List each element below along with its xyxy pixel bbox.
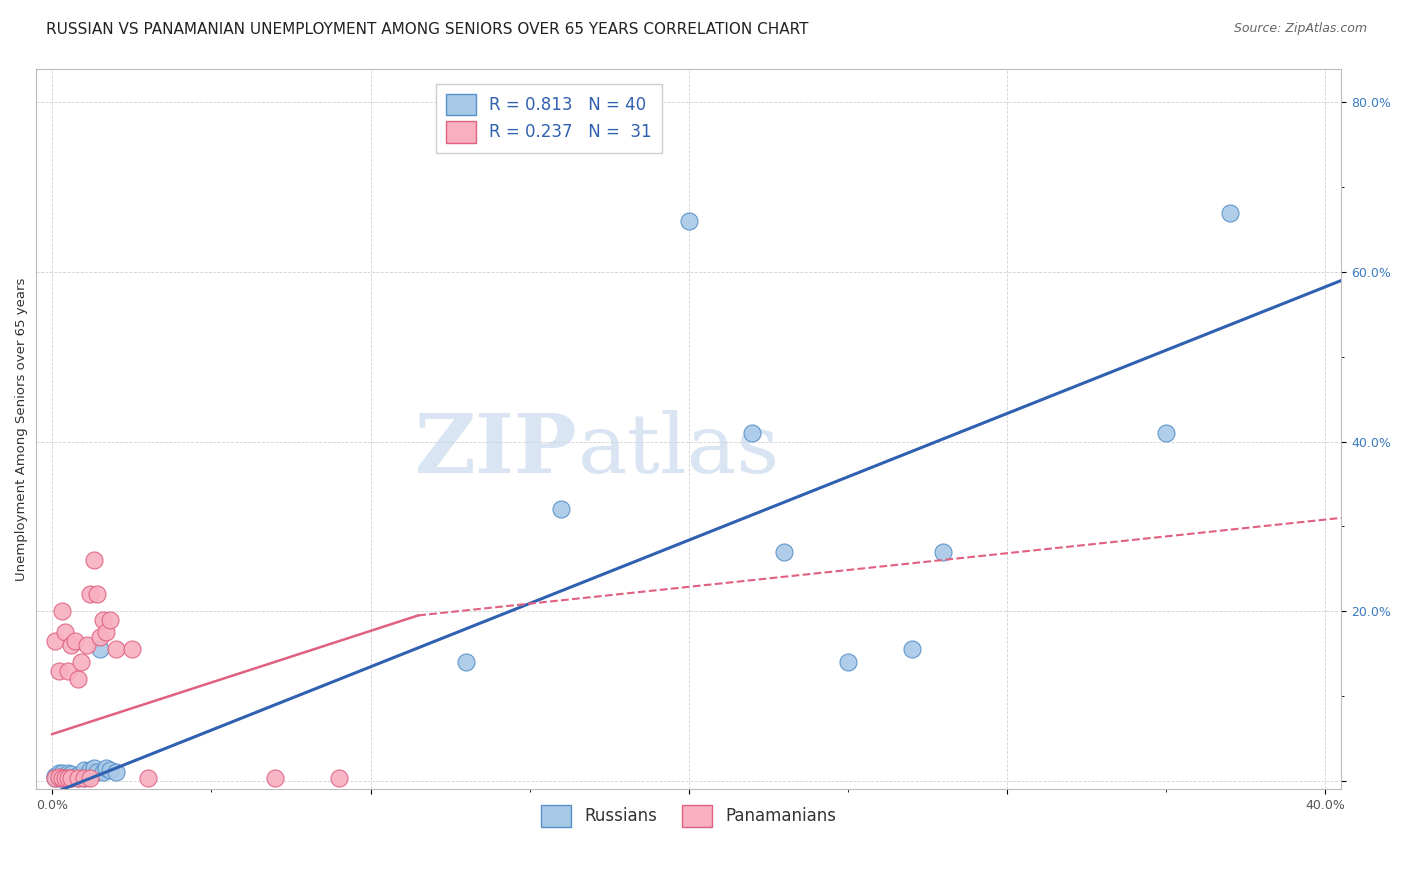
Point bbox=[53, 771, 76, 785]
Text: RUSSIAN VS PANAMANIAN UNEMPLOYMENT AMONG SENIORS OVER 65 YEARS CORRELATION CHART: RUSSIAN VS PANAMANIAN UNEMPLOYMENT AMONG… bbox=[46, 22, 808, 37]
Point bbox=[53, 771, 76, 785]
Point bbox=[98, 613, 121, 627]
Point bbox=[678, 214, 700, 228]
Point bbox=[66, 771, 89, 785]
Point bbox=[73, 771, 96, 785]
Point bbox=[63, 770, 86, 784]
Point bbox=[86, 587, 108, 601]
Point bbox=[76, 770, 98, 784]
Text: Source: ZipAtlas.com: Source: ZipAtlas.com bbox=[1233, 22, 1367, 36]
Point bbox=[328, 771, 350, 785]
Point bbox=[63, 633, 86, 648]
Point bbox=[48, 770, 70, 784]
Point bbox=[932, 545, 955, 559]
Point bbox=[89, 630, 111, 644]
Point bbox=[70, 770, 93, 784]
Point bbox=[1219, 205, 1241, 219]
Point bbox=[60, 771, 83, 785]
Point bbox=[76, 638, 98, 652]
Point bbox=[773, 545, 796, 559]
Legend: Russians, Panamanians: Russians, Panamanians bbox=[533, 797, 845, 835]
Point bbox=[56, 766, 79, 780]
Point bbox=[51, 604, 73, 618]
Point bbox=[83, 761, 105, 775]
Point bbox=[60, 771, 83, 785]
Point bbox=[51, 771, 73, 785]
Point bbox=[66, 771, 89, 785]
Point bbox=[56, 664, 79, 678]
Point bbox=[53, 769, 76, 783]
Point bbox=[136, 771, 159, 785]
Point bbox=[98, 763, 121, 777]
Point bbox=[96, 625, 118, 640]
Point bbox=[70, 655, 93, 669]
Point bbox=[48, 664, 70, 678]
Point bbox=[104, 765, 127, 780]
Point bbox=[66, 768, 89, 782]
Point bbox=[86, 765, 108, 780]
Point bbox=[79, 587, 101, 601]
Point bbox=[44, 769, 66, 783]
Point bbox=[48, 769, 70, 783]
Point bbox=[550, 502, 572, 516]
Point bbox=[44, 771, 66, 785]
Point bbox=[96, 761, 118, 775]
Point bbox=[56, 769, 79, 783]
Point bbox=[60, 638, 83, 652]
Point bbox=[73, 763, 96, 777]
Point bbox=[56, 771, 79, 785]
Point bbox=[837, 655, 859, 669]
Y-axis label: Unemployment Among Seniors over 65 years: Unemployment Among Seniors over 65 years bbox=[15, 277, 28, 581]
Point bbox=[73, 771, 96, 785]
Point bbox=[66, 672, 89, 686]
Point bbox=[51, 766, 73, 780]
Point bbox=[60, 767, 83, 781]
Point bbox=[44, 633, 66, 648]
Point bbox=[83, 553, 105, 567]
Point bbox=[91, 613, 114, 627]
Point bbox=[56, 771, 79, 785]
Text: ZIP: ZIP bbox=[415, 410, 578, 491]
Point bbox=[51, 771, 73, 785]
Point bbox=[104, 642, 127, 657]
Point bbox=[900, 642, 922, 657]
Point bbox=[79, 771, 101, 785]
Point bbox=[1154, 426, 1177, 441]
Point bbox=[264, 771, 287, 785]
Point bbox=[89, 642, 111, 657]
Point bbox=[51, 769, 73, 783]
Point bbox=[48, 771, 70, 785]
Point bbox=[53, 625, 76, 640]
Point bbox=[79, 763, 101, 777]
Text: atlas: atlas bbox=[578, 410, 780, 491]
Point bbox=[121, 642, 143, 657]
Point bbox=[91, 765, 114, 780]
Point bbox=[454, 655, 477, 669]
Point bbox=[44, 771, 66, 785]
Point bbox=[48, 766, 70, 780]
Point bbox=[741, 426, 763, 441]
